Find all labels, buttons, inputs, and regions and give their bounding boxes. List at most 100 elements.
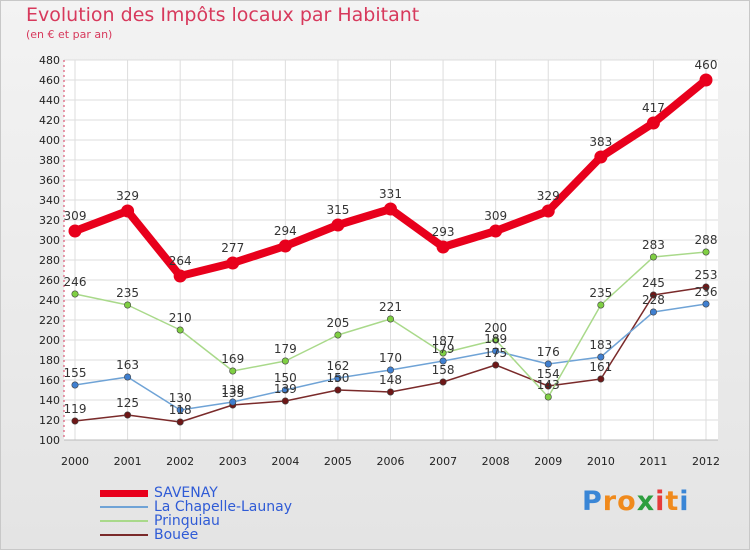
data-point [649,291,657,299]
data-label: 329 [116,189,139,203]
y-tick-label: 320 [39,214,60,227]
data-label: 154 [537,367,560,381]
data-label: 158 [432,363,455,377]
x-tick-label: 2010 [587,455,615,468]
data-point [702,283,710,291]
y-tick-label: 300 [39,234,60,247]
data-label: 150 [326,371,349,385]
data-label: 169 [221,352,244,366]
x-tick-label: 2009 [534,455,562,468]
data-label: 150 [274,371,297,385]
data-label: 246 [64,275,87,289]
logo-letter: P [582,486,603,517]
data-label: 125 [116,396,139,410]
data-label: 175 [484,346,507,360]
data-point [229,367,237,375]
data-label: 161 [589,360,612,374]
logo-letter: i [679,486,690,517]
data-label: 315 [326,203,349,217]
x-tick-label: 2007 [429,455,457,468]
data-label: 205 [326,316,349,330]
data-point [281,386,289,394]
data-label: 331 [379,187,402,201]
data-label: 138 [221,383,244,397]
data-point [541,204,555,218]
data-label: 189 [484,332,507,346]
data-label: 187 [432,334,455,348]
data-label: 163 [116,358,139,372]
data-point [173,269,187,283]
data-point [121,204,135,218]
series-savenay [68,73,713,283]
data-point [702,248,710,256]
data-label: 460 [695,58,718,72]
data-point [544,393,552,401]
data-label: 179 [432,342,455,356]
logo-letter: i [655,486,666,517]
data-label: 210 [169,311,192,325]
data-point [386,315,394,323]
y-tick-label: 160 [39,374,60,387]
data-point [386,366,394,374]
y-tick-label: 180 [39,354,60,367]
y-tick-label: 380 [39,154,60,167]
data-point [68,224,82,238]
y-tick-label: 220 [39,314,60,327]
logo-letter: x [636,486,656,517]
data-label: 253 [695,268,718,282]
y-tick-label: 240 [39,294,60,307]
data-label: 148 [379,373,402,387]
data-point [439,349,447,357]
data-label: 176 [537,345,560,359]
data-label: 183 [589,338,612,352]
data-label: 179 [274,342,297,356]
data-label: 139 [274,382,297,396]
data-point [334,331,342,339]
data-label: 143 [537,378,560,392]
x-tick-label: 2001 [114,455,142,468]
data-label: 294 [274,224,297,238]
data-label: 228 [642,293,665,307]
legend-label: La Chapelle-Launay [154,499,292,515]
data-label: 309 [64,209,87,223]
data-point [281,357,289,365]
y-tick-label: 420 [39,114,60,127]
data-label: 417 [642,101,665,115]
legend-item-prinquiau: Prinquiau [100,513,220,529]
data-point [331,218,345,232]
legend-swatch-prinquiau [100,520,148,522]
data-point [384,202,397,216]
data-point [597,301,605,309]
data-label: 329 [537,189,560,203]
legend-label: Bouée [154,527,199,543]
data-label: 277 [221,241,244,255]
legend-label: SAVENAY [154,485,218,501]
data-label: 235 [116,286,139,300]
data-point [386,388,394,396]
legend-swatch-savenay [100,489,148,497]
legend-label: Prinquiau [154,513,220,529]
data-label: 119 [64,402,87,416]
data-point [71,290,79,298]
data-label: 221 [379,300,402,314]
series-la-chapelle-launay [71,300,710,414]
legend-item-la-chapelle-launay: La Chapelle-Launay [100,499,292,515]
data-label: 283 [642,238,665,252]
legend-swatch-la-chapelle-launay [100,506,148,508]
x-tick-label: 2008 [482,455,510,468]
data-label: 155 [64,366,87,380]
data-label: 288 [695,233,718,247]
data-point [597,353,605,361]
x-tick-label: 2012 [692,455,720,468]
data-point [649,253,657,261]
y-tick-label: 120 [39,414,60,427]
y-tick-label: 200 [39,334,60,347]
y-tick-label: 340 [39,194,60,207]
data-point [646,116,660,130]
data-point [439,357,447,365]
data-point [489,224,503,238]
legend-swatch-bouee [100,534,148,536]
y-tick-label: 400 [39,134,60,147]
data-label: 130 [169,391,192,405]
